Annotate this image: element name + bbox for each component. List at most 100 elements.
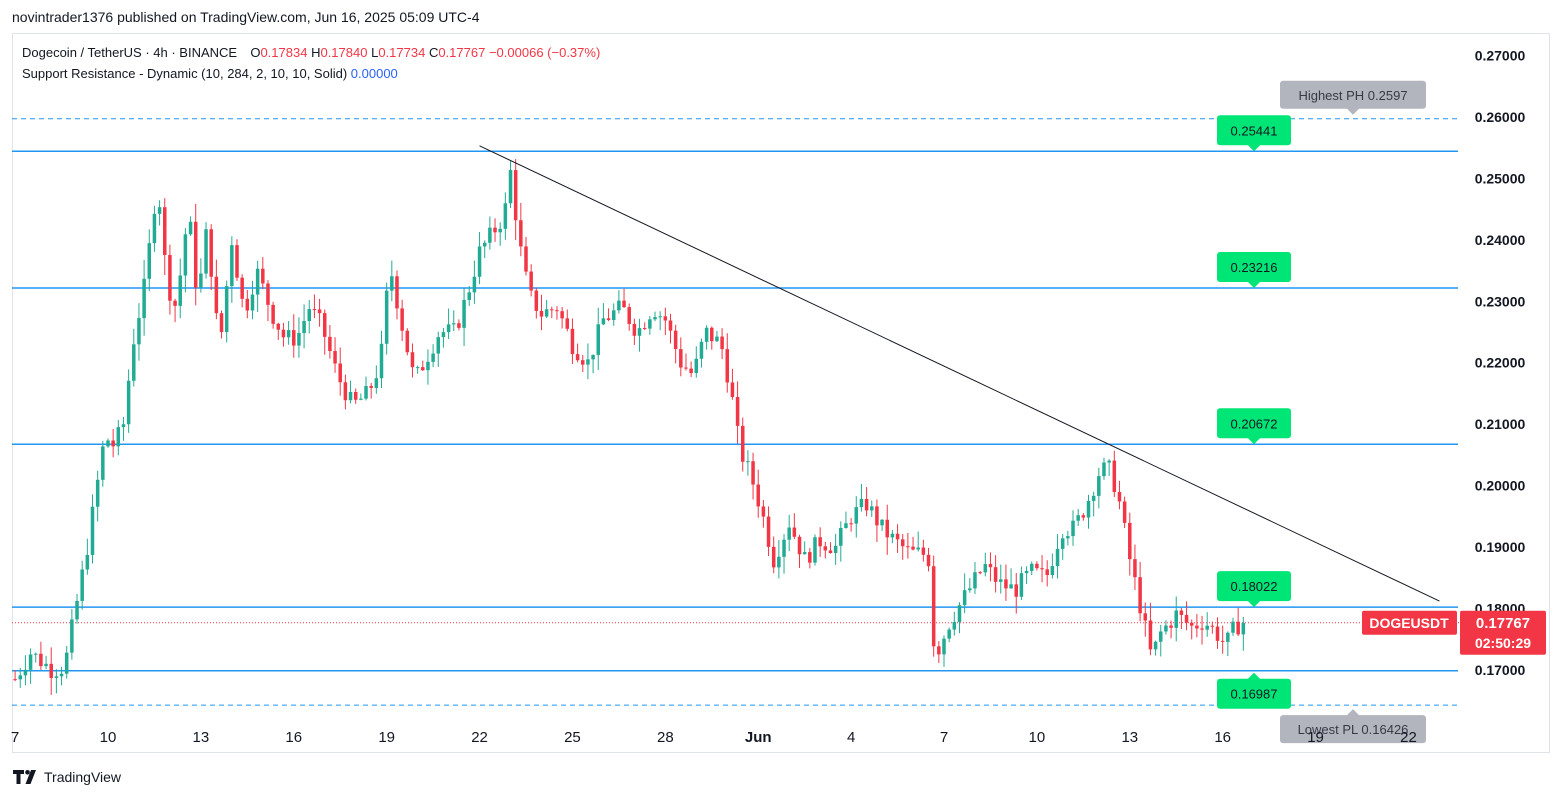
high-label: H (311, 45, 321, 60)
candle (596, 307, 600, 370)
level-label-text: 0.16987 (1231, 687, 1278, 702)
candle (374, 365, 379, 394)
candle (137, 303, 141, 361)
candle (849, 518, 853, 532)
candle-body (286, 330, 291, 338)
candle-body (617, 300, 621, 311)
candle-body (911, 546, 915, 550)
candle (632, 318, 637, 345)
candle (498, 222, 502, 246)
close-value: 0.17767 (438, 45, 486, 60)
candle-body (513, 170, 518, 221)
candle (1128, 512, 1132, 576)
candle (162, 198, 167, 276)
candle-body (488, 227, 492, 243)
candle (916, 531, 920, 552)
candle (426, 349, 430, 385)
candle-body (854, 507, 859, 524)
level-label-box (1217, 251, 1291, 282)
candle-body (761, 506, 766, 517)
candle (157, 200, 162, 226)
candle-body (1148, 620, 1153, 650)
time-tick-label: 7 (11, 729, 19, 746)
candle-body (668, 320, 673, 331)
candle-body (983, 564, 988, 573)
candle (1164, 620, 1168, 635)
indicator-title[interactable]: Support Resistance - Dynamic (10, 284, 2… (22, 66, 348, 81)
candle (673, 324, 678, 364)
candle (1133, 544, 1137, 591)
candle (431, 344, 435, 368)
candle (519, 202, 523, 257)
price-tick-label: 0.21000 (1475, 416, 1526, 432)
candle-body (472, 276, 477, 293)
symbol-tag-box (1362, 610, 1457, 635)
candle-body (694, 358, 699, 374)
candle (1019, 566, 1024, 601)
candle-body (421, 367, 425, 371)
candle-body (400, 308, 404, 331)
candle-body (1004, 579, 1008, 589)
candle-body (962, 590, 967, 606)
price-tick-label: 0.26000 (1475, 109, 1526, 125)
candle-body (307, 309, 312, 322)
candle-body (18, 675, 23, 680)
candle (379, 330, 384, 388)
pivot-label: Lowest PL 0.16426 (1280, 709, 1426, 744)
candle (529, 264, 533, 297)
candle-body (498, 228, 502, 233)
candle (364, 376, 368, 401)
candle (839, 521, 843, 562)
candle-body (1055, 548, 1060, 567)
candle (13, 670, 17, 682)
price-tick-label: 0.20000 (1475, 478, 1526, 494)
pivot-label-text: Highest PH 0.2597 (1298, 88, 1407, 103)
pivot-label-box (1280, 715, 1426, 744)
candle-body (637, 328, 642, 336)
time-tick-label: 22 (471, 729, 488, 746)
candle (421, 360, 425, 372)
candle (968, 578, 972, 593)
candle-body (121, 424, 126, 428)
candle (999, 564, 1003, 594)
candle-body (673, 330, 678, 350)
candle (44, 655, 48, 670)
candle-body (575, 354, 580, 361)
pivot-label: Highest PH 0.2597 (1280, 80, 1426, 115)
candle (993, 555, 998, 593)
candle-body (1071, 520, 1075, 537)
candle (312, 294, 317, 319)
candle (400, 299, 404, 342)
low-value: 0.17734 (378, 45, 426, 60)
candle-body (658, 316, 662, 318)
candle (33, 652, 38, 663)
candle-body (503, 203, 508, 229)
time-axis: 7 10 13 16 19 22 25 28 Jun 4 7 10 13 16 19 22 (11, 729, 1417, 746)
candle-body (1035, 563, 1039, 569)
candle (101, 440, 105, 487)
price-tick-label: 0.17000 (1475, 662, 1526, 678)
candle-body (529, 271, 533, 291)
candle (1220, 625, 1225, 654)
candle (95, 470, 100, 522)
candle-body (1215, 626, 1220, 641)
candle (756, 469, 760, 518)
candle (28, 648, 33, 684)
tradingview-brand[interactable]: TradingView (13, 769, 121, 785)
candle-body (188, 221, 193, 235)
brand-name: TradingView (44, 769, 122, 785)
time-tick-label: 10 (1029, 729, 1046, 746)
candle-body (348, 391, 353, 401)
candle (1215, 617, 1220, 649)
candle (1076, 509, 1080, 526)
candle-body (921, 547, 926, 555)
symbol-title[interactable]: Dogecoin / TetherUS · 4h · BINANCE (22, 45, 238, 60)
candle-body (426, 361, 430, 371)
candle-body (261, 268, 265, 284)
candle (900, 533, 905, 560)
candle (18, 667, 23, 688)
candle (462, 287, 466, 347)
candle (1184, 601, 1189, 631)
price-tick-label: 0.25000 (1475, 170, 1526, 186)
